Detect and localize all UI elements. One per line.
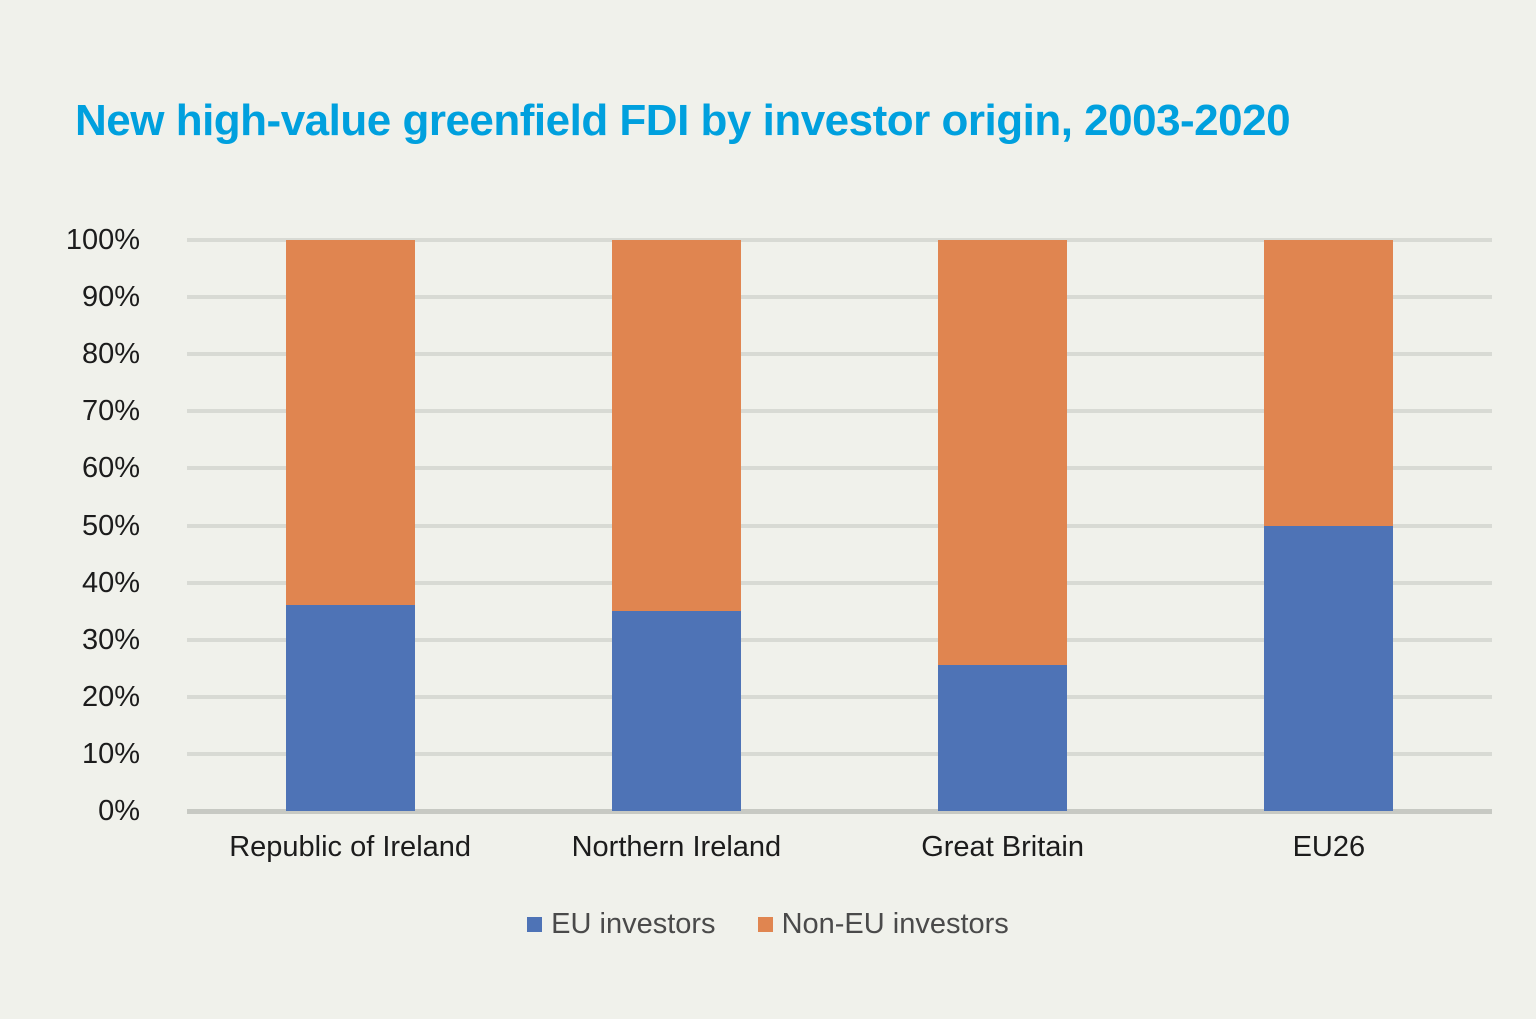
bar-segment-great-britain-eu-investors <box>938 665 1068 811</box>
gridline <box>187 352 1492 357</box>
gridline <box>187 580 1492 585</box>
bar-segment-great-britain-non-eu-investors <box>938 240 1068 666</box>
bar-segment-republic-of-ireland-non-eu-investors <box>285 240 415 606</box>
legend-label-non-eu-investors: Non-EU investors <box>781 908 1009 940</box>
chart-title: New high-value greenfield FDI by investo… <box>75 96 1291 145</box>
legend-item-non-eu-investors: Non-EU investors <box>757 908 1009 941</box>
plot-area <box>187 238 1492 814</box>
legend-item-eu-investors: EU investors <box>527 908 716 941</box>
y-tick-label: 60% <box>81 452 140 485</box>
legend-swatch-eu-investors <box>527 917 543 932</box>
y-tick-label: 0% <box>98 795 140 827</box>
gridline <box>187 409 1492 414</box>
x-tick-label-great-britain: Great Britain <box>921 831 1085 863</box>
bar-segment-eu26-eu-investors <box>1264 525 1394 811</box>
gridline <box>187 295 1492 300</box>
gridline <box>187 694 1492 699</box>
y-tick-label: 10% <box>81 737 140 770</box>
bar-segment-republic-of-ireland-eu-investors <box>285 605 415 811</box>
bar-segment-eu26-non-eu-investors <box>1264 240 1394 526</box>
x-tick-label-republic-of-ireland: Republic of Ireland <box>229 831 472 863</box>
gridline <box>187 751 1492 756</box>
y-tick-label: 20% <box>81 680 140 713</box>
gridline <box>187 523 1492 528</box>
x-tick-label-northern-ireland: Northern Ireland <box>571 831 782 863</box>
y-tick-label: 70% <box>81 395 140 428</box>
y-tick-label: 100% <box>65 224 140 256</box>
x-axis-line <box>187 808 1492 814</box>
y-tick-label: 30% <box>81 623 140 656</box>
legend: EU investors Non-EU investors <box>0 908 1536 941</box>
bar-segment-northern-ireland-non-eu-investors <box>611 240 741 612</box>
gridline <box>187 466 1492 471</box>
gridline <box>187 238 1492 242</box>
x-tick-label-eu26: EU26 <box>1292 831 1366 863</box>
legend-label-eu-investors: EU investors <box>551 908 716 940</box>
gridline <box>187 637 1492 642</box>
bar-segment-northern-ireland-eu-investors <box>611 611 741 811</box>
y-tick-label: 80% <box>81 338 140 371</box>
legend-swatch-non-eu-investors <box>757 917 773 932</box>
y-tick-label: 90% <box>81 281 140 314</box>
y-tick-label: 40% <box>81 566 140 599</box>
y-tick-label: 50% <box>81 509 140 542</box>
